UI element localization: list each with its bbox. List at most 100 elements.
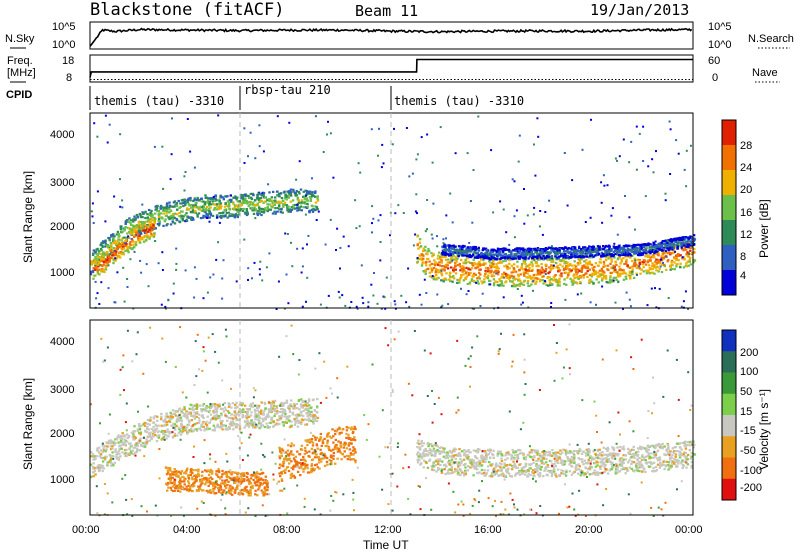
power-cells-cell-3074 <box>616 253 619 256</box>
power-cells-cell-2286 <box>676 263 679 266</box>
vel-cells-cell-169 <box>128 453 131 456</box>
power-cells-cell-238 <box>150 209 153 212</box>
vel-cells-cell-910 <box>298 408 301 411</box>
power-cells-cell-756 <box>271 204 274 207</box>
power-cells-cell-3015 <box>600 255 603 258</box>
power-cells-cell-264 <box>155 208 158 211</box>
power-cells-cell-1957 <box>597 264 600 267</box>
power-cells-cell-2526 <box>482 247 485 250</box>
power-cells-cell-3715 <box>445 237 447 240</box>
vel-cells-cell-743 <box>259 421 263 425</box>
power-cells-cell-689 <box>255 209 258 212</box>
power-cells-cell-1543 <box>500 261 503 264</box>
vel-cells-cell-493 <box>202 408 205 411</box>
power-cells-cell-3721 <box>208 220 211 223</box>
power-cells-cell-2545 <box>486 249 489 252</box>
power-cells-cell-2725 <box>530 251 533 255</box>
power-cells-cell-2206 <box>658 260 662 263</box>
vel-cells-cell-904 <box>295 417 299 420</box>
vel-cells-cell-161 <box>125 455 128 458</box>
vel-cells-cell-419 <box>185 410 188 413</box>
vel-cells-cell-1016 <box>171 470 174 473</box>
power-cells-cell-1153 <box>143 221 146 224</box>
power-cells-cell-3604 <box>394 212 397 215</box>
power-cells-cell-467 <box>203 209 206 212</box>
power-cells-cell-2354 <box>692 251 696 254</box>
power-cells-cell-218 <box>144 216 147 220</box>
vel-cells-cell-291 <box>155 440 159 443</box>
power-cells-cell-1305 <box>442 278 445 281</box>
vel-cells-cell-631 <box>234 416 237 419</box>
vel-cells-cell-64 <box>104 450 107 453</box>
power-cells-cell-1865 <box>572 267 575 270</box>
power-cells-cell-1580 <box>509 276 512 279</box>
noise-panel: N.Sky 10^5 10^0 10^5 10^0 N.Search <box>5 21 794 51</box>
power-cells-cell-577 <box>232 201 235 204</box>
power-cells-cell-2233 <box>665 268 668 271</box>
vel-cells-cell-977 <box>314 415 318 418</box>
power-cells-cell-2016 <box>610 266 613 269</box>
vel-cells-cell-599 <box>227 405 231 408</box>
power-cells-cell-652 <box>246 212 249 216</box>
vel-cells-cell-1002 <box>166 481 170 485</box>
power-cells-cell-433 <box>196 215 199 218</box>
vel-cells-cell-610 <box>230 413 233 416</box>
vel-cells-cell-639 <box>235 401 238 404</box>
power-cells-cell-425 <box>193 199 196 202</box>
power-cells-cell-1323 <box>446 264 449 267</box>
power-cells-cell-3523 <box>442 238 445 241</box>
power-cells-cell-2070 <box>625 277 628 280</box>
power-cells-cell-2639 <box>510 250 513 253</box>
power-cells-cell-66 <box>105 244 108 247</box>
vel-cells-cell-48 <box>100 466 103 469</box>
power-cells-cell-1771 <box>552 260 555 263</box>
vel-cells-cell-1019 <box>171 473 175 476</box>
power-cells-cell-1588 <box>510 271 513 274</box>
vel-cells-cell-238 <box>143 424 147 427</box>
power-cells-cell-1548 <box>501 276 504 279</box>
power-cells-cell-3422 <box>610 214 613 217</box>
power-cells-cell-1879 <box>576 275 580 278</box>
vel-cells-cell-816 <box>275 405 278 408</box>
vel-cells-cell-75 <box>106 441 109 444</box>
power-cells-cell-3728 <box>416 153 419 156</box>
vel-cells-cell-466 <box>195 429 199 432</box>
power-cells-cell-924 <box>314 205 317 208</box>
power-cells-cell-1788 <box>556 284 559 287</box>
power-cells-cell-738 <box>266 205 269 209</box>
power-cells-cell-2920 <box>578 250 581 253</box>
power-cells-cell-3549 <box>682 300 685 303</box>
power-cells-cell-977 <box>100 259 103 262</box>
vel-cells-cell-704 <box>251 424 254 427</box>
power-cells-cell-3055 <box>612 250 616 253</box>
vel-cells-cell-159 <box>125 448 128 451</box>
power-cells-cell-2339 <box>690 246 694 249</box>
power-cells-cell-659 <box>248 196 251 199</box>
power-cells-cell-1394 <box>462 261 465 265</box>
power-cells-cell-607 <box>236 200 239 203</box>
power-cells-cell-1452 <box>478 264 482 267</box>
vel-cells-cell-204 <box>136 428 139 431</box>
vel-cells-cell-700 <box>250 405 253 408</box>
power-cells-cell-3755 <box>161 145 164 148</box>
power-cells-cell-2865 <box>564 250 567 253</box>
power-cells-cell-2080 <box>629 275 632 279</box>
power-cells-cell-1978 <box>602 273 605 276</box>
power-cells-cell-317 <box>168 206 171 209</box>
vel-cells-cell-113 <box>115 456 118 459</box>
power-cells-cell-1184 <box>150 234 154 237</box>
vel-cells-cell-515 <box>208 421 211 425</box>
power-cells-cell-495 <box>209 206 212 209</box>
vel-cells-cell-1067 <box>180 470 184 473</box>
vel-cells-cell-414 <box>183 406 186 409</box>
power-cells-cell-25 <box>96 247 99 250</box>
power-cells-cell-981 <box>100 264 103 267</box>
vel-cells-cell-434 <box>187 419 191 422</box>
power-cells-cell-552 <box>223 208 226 211</box>
power-cells-cell-553 <box>226 200 230 203</box>
power-cells-cell-1016 <box>108 258 111 261</box>
power-cells-cell-2137 <box>645 272 649 275</box>
vel-cells-cell-533 <box>212 410 215 413</box>
power-cells-cell-3438 <box>133 250 136 253</box>
power-cells-cell-2885 <box>570 253 573 256</box>
